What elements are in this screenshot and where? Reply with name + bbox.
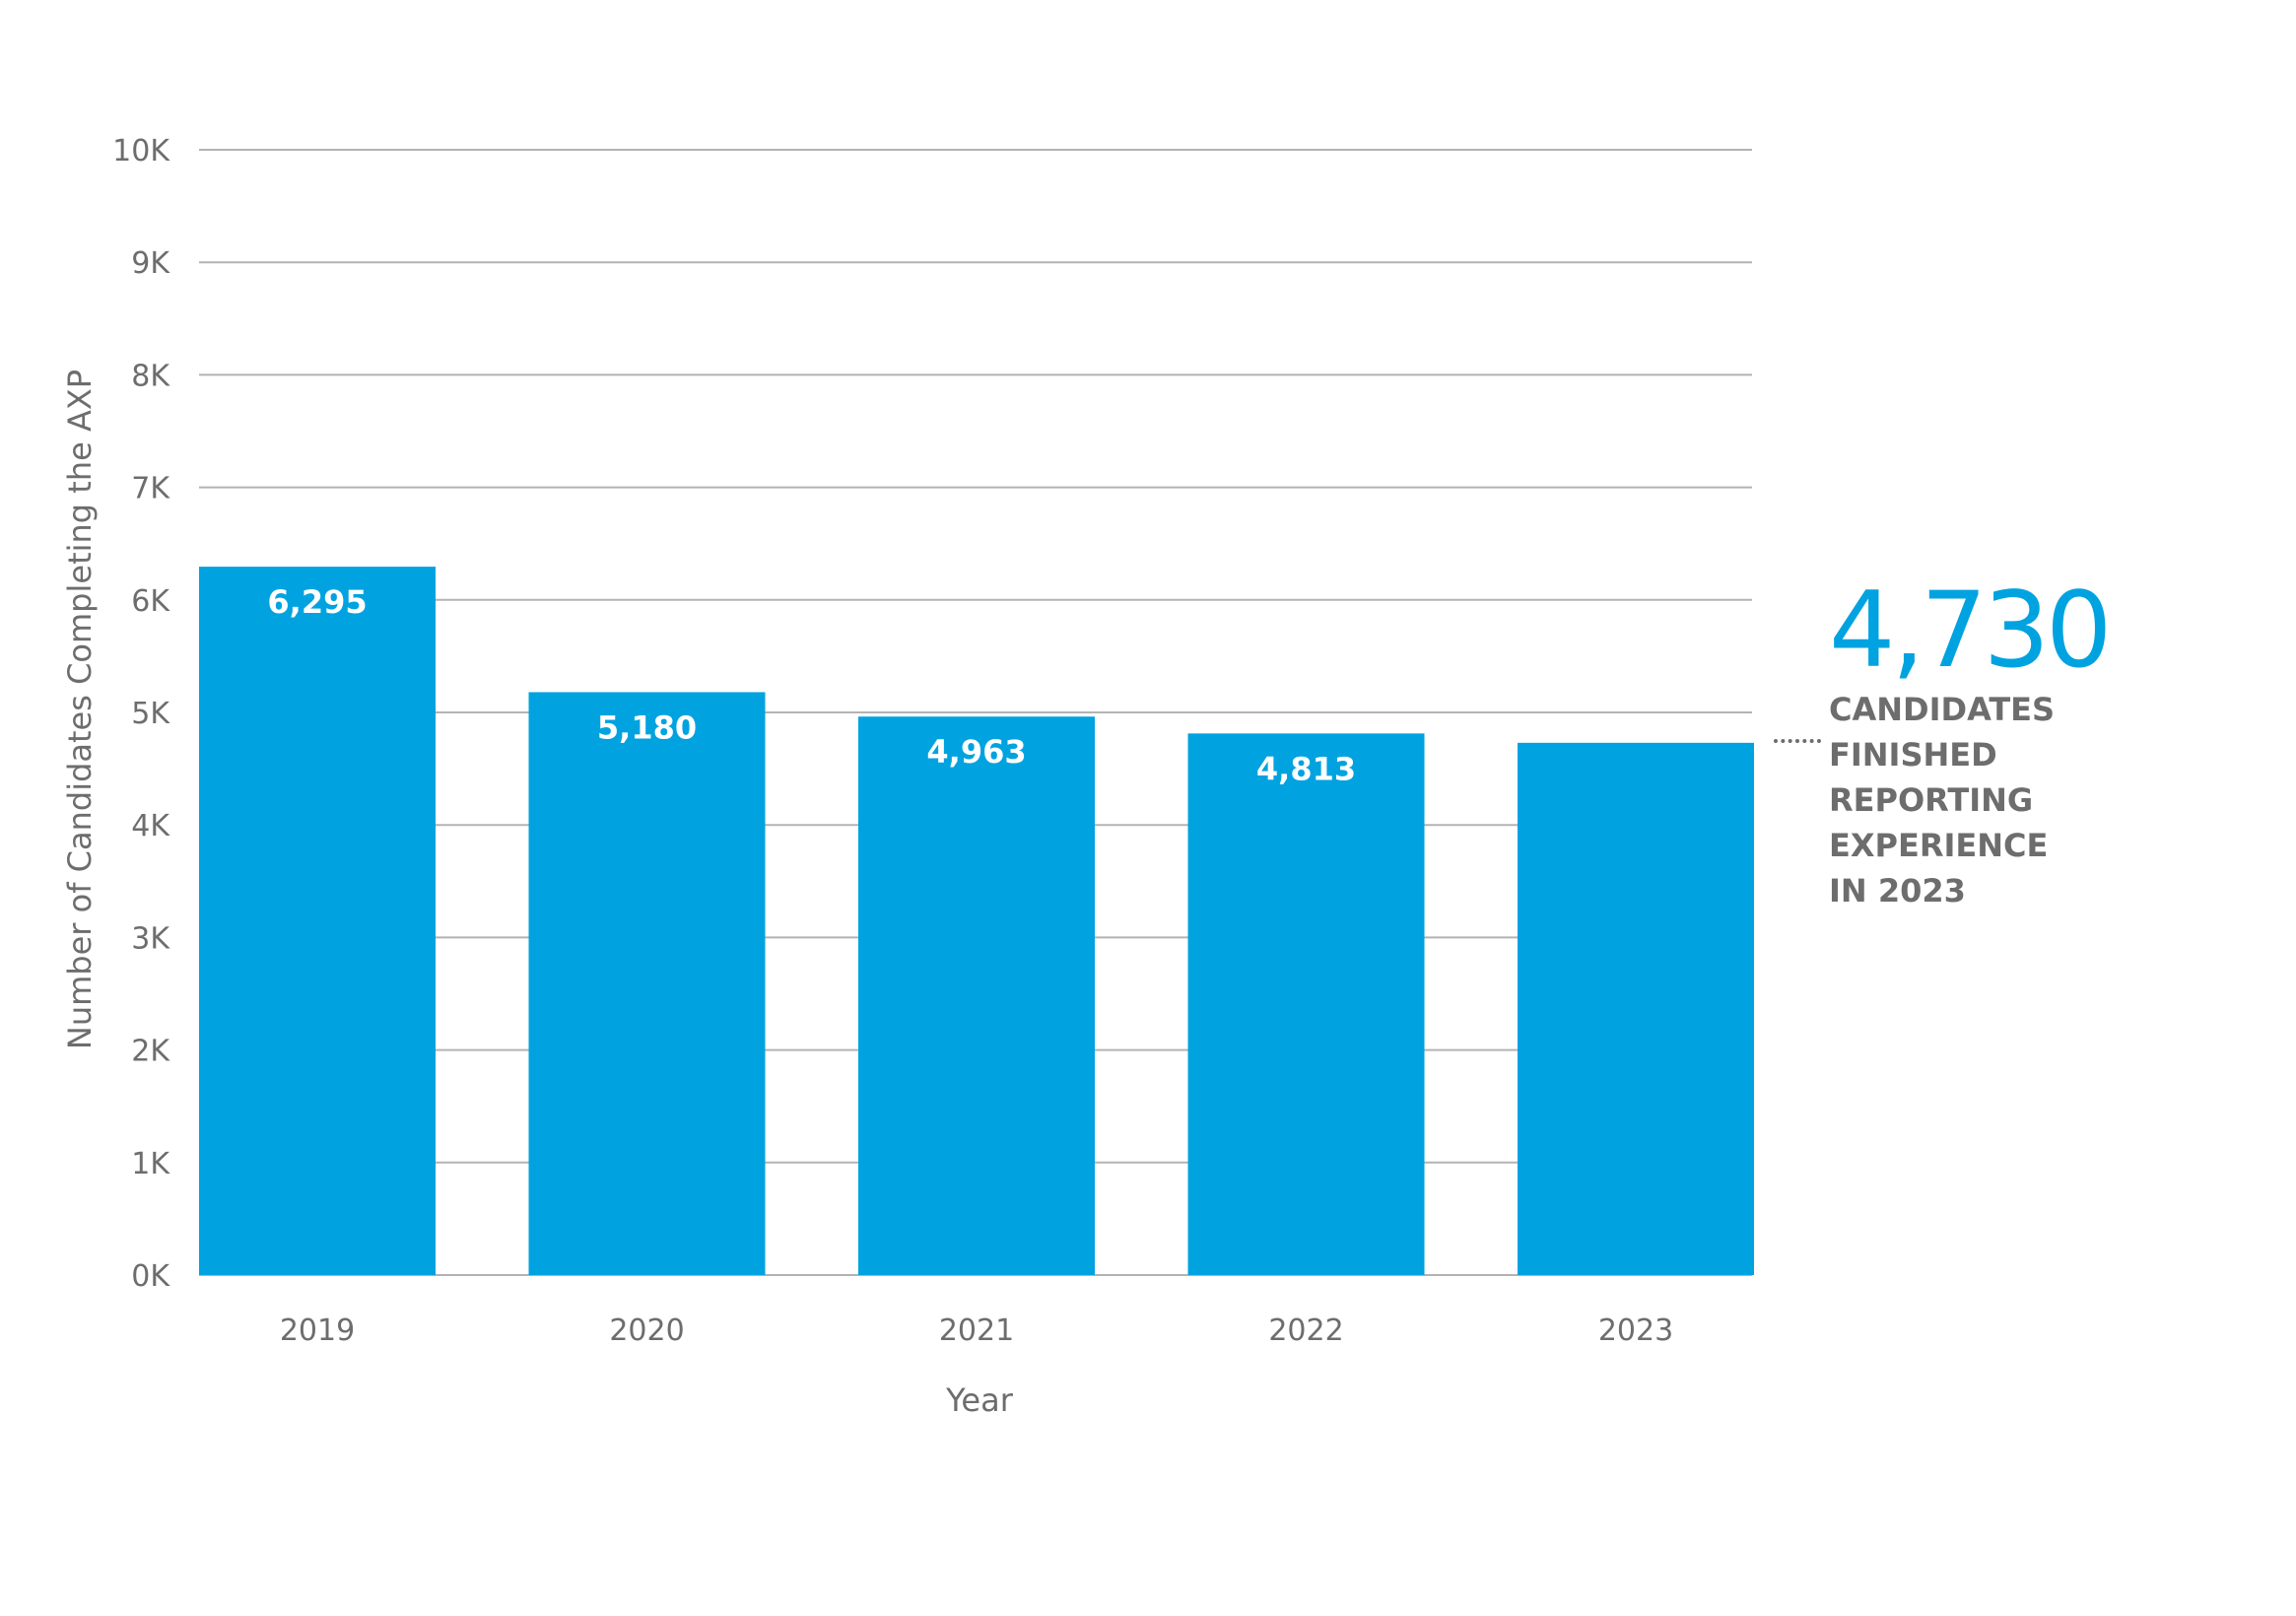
y-tick-label: 10K	[112, 134, 170, 168]
x-tick-label: 2020	[609, 1313, 684, 1348]
callout-leader-line	[1774, 739, 1821, 743]
callout-line: REPORTING	[1829, 781, 2034, 819]
y-tick-label: 7K	[131, 472, 170, 506]
y-tick-label: 5K	[131, 697, 170, 731]
y-tick-label: 4K	[131, 809, 170, 843]
callout-line: CANDIDATES	[1829, 691, 2056, 728]
callout-line: EXPERIENCE	[1829, 827, 2049, 864]
bar-value-label: 4,813	[1256, 750, 1356, 787]
bar-value-label: 5,180	[597, 708, 697, 746]
y-tick-label: 9K	[131, 246, 170, 281]
y-tick-label: 8K	[131, 359, 170, 393]
callout: 4,730 CANDIDATES FINISHED REPORTING EXPE…	[1829, 576, 2243, 913]
y-tick-label: 3K	[131, 921, 170, 956]
y-tick-label: 2K	[131, 1035, 170, 1069]
y-axis-ticks: 0K 1K 2K 3K 4K 5K 6K 7K 8K 9K 10K	[112, 134, 170, 1294]
x-axis-title: Year	[945, 1381, 1014, 1419]
callout-value: 4,730	[1829, 570, 2112, 691]
callout-text: CANDIDATES FINISHED REPORTING EXPERIENCE…	[1829, 687, 2243, 913]
bars	[199, 567, 1754, 1275]
bar-value-label: 4,963	[926, 733, 1026, 771]
bar	[1518, 742, 1754, 1275]
bar-value-labels: 6,295 5,180 4,963 4,813	[267, 583, 1356, 787]
y-tick-label: 0K	[131, 1259, 170, 1294]
bar	[199, 567, 436, 1275]
y-axis-title: Number of Candidates Completing the AXP	[61, 370, 99, 1049]
bar	[858, 716, 1095, 1275]
callout-line: FINISHED	[1829, 736, 1997, 774]
bar-value-label: 6,295	[267, 583, 367, 621]
y-tick-label: 6K	[131, 584, 170, 619]
x-tick-label: 2019	[280, 1313, 355, 1348]
callout-line: IN 2023	[1829, 872, 1966, 909]
x-tick-label: 2023	[1598, 1313, 1673, 1348]
x-tick-label: 2021	[939, 1313, 1014, 1348]
x-axis-ticks: 2019 2020 2021 2022 2023	[280, 1313, 1673, 1348]
y-tick-label: 1K	[131, 1147, 170, 1181]
bar	[1187, 733, 1425, 1275]
bar	[528, 692, 766, 1275]
x-tick-label: 2022	[1268, 1313, 1343, 1348]
